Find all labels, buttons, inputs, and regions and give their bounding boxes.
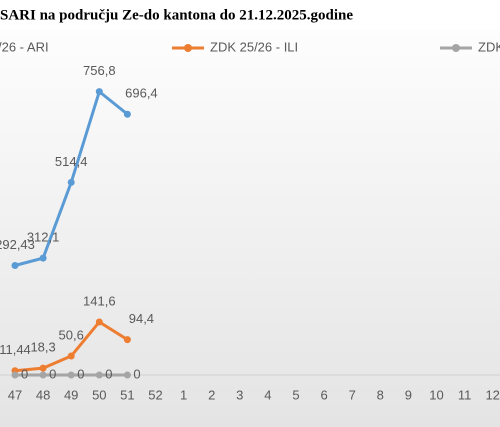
x-tick-label: 52 [148, 387, 162, 402]
chart-title: SARI na području Ze-do kantona do 21.12.… [0, 7, 353, 23]
point [123, 371, 131, 379]
point [39, 364, 47, 372]
x-tick-label: 10 [429, 387, 443, 402]
data-label: 18,3 [30, 340, 55, 355]
point [11, 262, 19, 270]
legend-label: /26 - ARI [0, 39, 49, 54]
point [39, 371, 47, 379]
x-tick-label: 11 [458, 387, 472, 402]
data-label: 0 [105, 366, 112, 381]
data-label: 514,4 [55, 154, 88, 169]
point [67, 178, 75, 186]
data-label: 50,6 [59, 327, 84, 342]
legend-label: ZDK [478, 39, 500, 54]
point [123, 110, 131, 118]
point [67, 352, 75, 360]
data-label: 0 [133, 366, 140, 381]
x-tick-label: 2 [208, 387, 215, 402]
point [95, 371, 103, 379]
legend-label: ZDK 25/26 - ILI [210, 39, 298, 54]
x-tick-label: 7 [349, 387, 356, 402]
x-tick-label: 47 [8, 387, 22, 402]
data-label: 312,1 [27, 230, 60, 245]
legend-marker [452, 44, 460, 52]
legend-marker [184, 44, 192, 52]
x-tick-label: 6 [320, 387, 327, 402]
x-tick-label: 48 [36, 387, 50, 402]
x-tick-label: 1 [180, 387, 187, 402]
title-band [0, 0, 500, 30]
data-label: 696,4 [125, 86, 158, 101]
point [95, 318, 103, 326]
x-tick-label: 9 [405, 387, 412, 402]
data-label: 141,6 [83, 293, 116, 308]
x-tick-label: 12 [485, 387, 499, 402]
data-label: 292,43 [0, 237, 35, 252]
x-tick-label: 49 [64, 387, 78, 402]
data-label: 11,44 [0, 342, 31, 357]
x-tick-label: 5 [292, 387, 299, 402]
data-label: 0 [77, 366, 84, 381]
data-label: 0 [21, 366, 28, 381]
data-label: 0 [49, 366, 56, 381]
point [11, 371, 19, 379]
data-label: 756,8 [83, 63, 116, 78]
x-tick-label: 3 [236, 387, 243, 402]
x-tick-label: 8 [377, 387, 384, 402]
point [67, 371, 75, 379]
x-tick-label: 4 [264, 387, 271, 402]
point [95, 88, 103, 96]
point [39, 254, 47, 262]
point [123, 336, 131, 344]
x-tick-label: 51 [120, 387, 134, 402]
data-label: 94,4 [129, 311, 154, 326]
x-tick-label: 50 [92, 387, 106, 402]
